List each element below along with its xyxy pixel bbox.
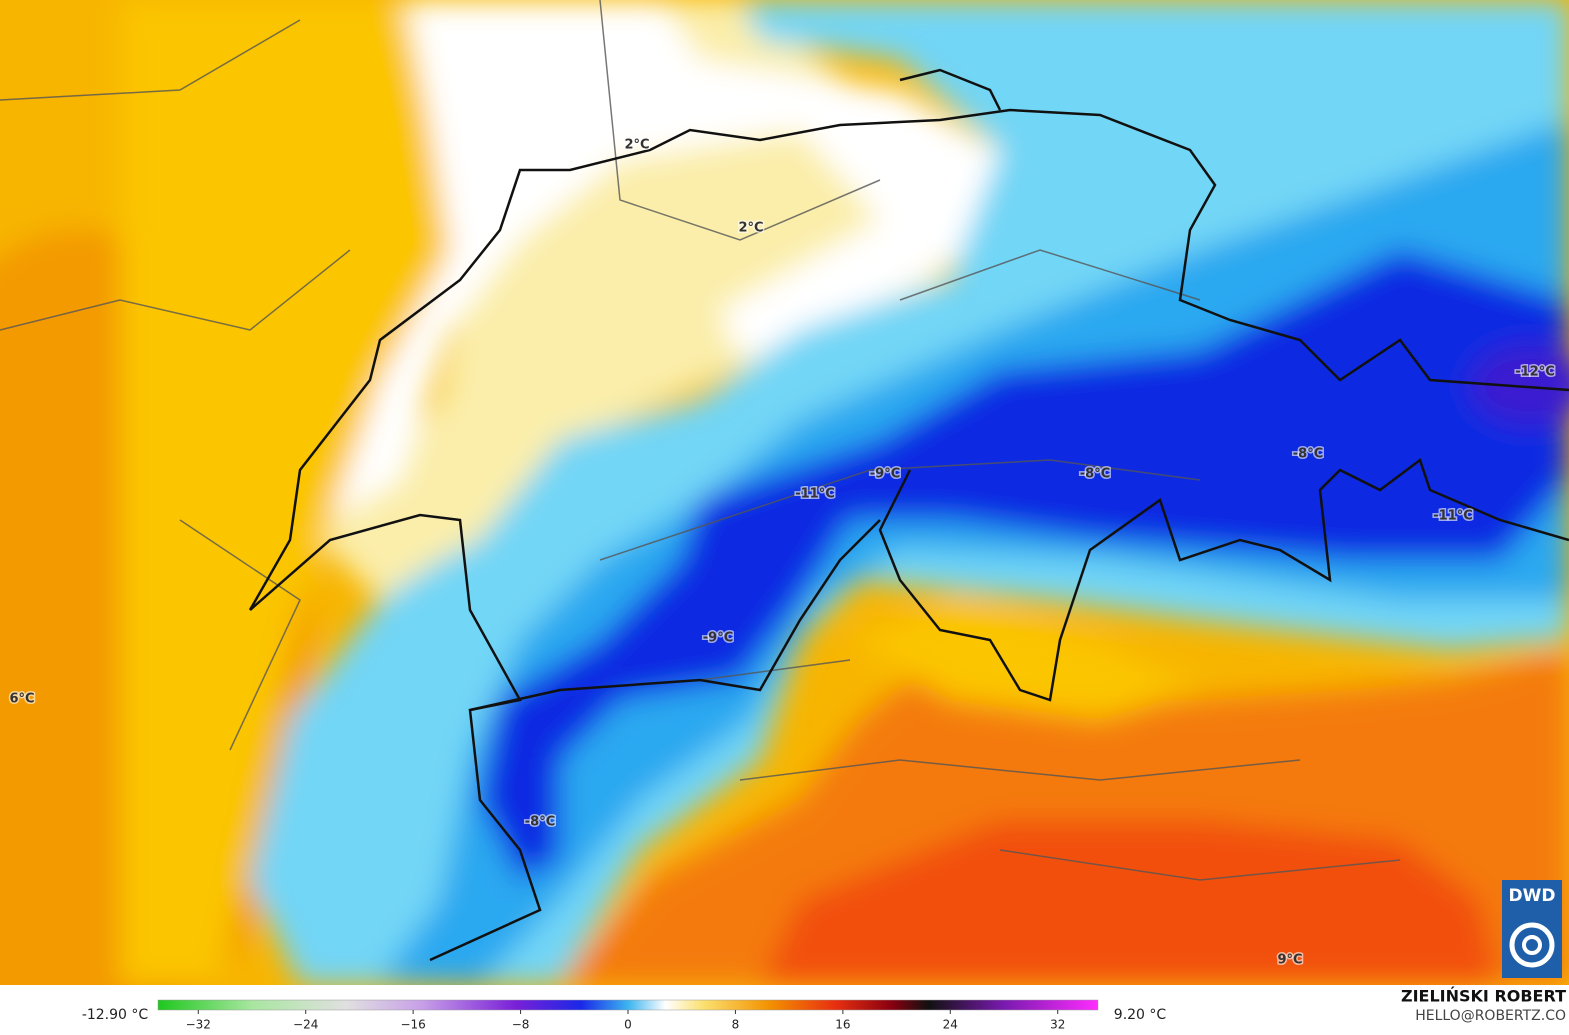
colorbar-tick-label: −24: [293, 1018, 318, 1032]
colorbar-tick-label: −8: [512, 1018, 530, 1032]
temperature-label: -11°C: [1433, 509, 1473, 524]
colorbar-tick-label: −16: [400, 1018, 425, 1032]
dwd-logo: DWD: [1502, 880, 1562, 978]
colorbar-tick-label: 24: [943, 1018, 958, 1032]
temperature-label: -8°C: [525, 815, 555, 830]
colorbar-tick-label: 16: [835, 1018, 850, 1032]
map-labels: 2°C 2°C -12°C -9°C -11°C -8°C -8°C -11°C -9°C 6°C…: [8, 136, 1556, 969]
colorbar-scale: [157, 999, 1099, 1011]
temperature-label: -9°C: [870, 467, 900, 482]
temperature-label: 6°C: [9, 692, 34, 707]
credit-author: ZIELIŃSKI ROBERT: [1401, 987, 1566, 1006]
colorbar-tick-label: 32: [1050, 1018, 1065, 1032]
colorbar-max: 9.20 °C: [1114, 1007, 1167, 1023]
colorbar-tick-label: 8: [732, 1018, 740, 1032]
temperature-label: -8°C: [1080, 467, 1110, 482]
temperature-label: -11°C: [795, 487, 835, 502]
temperature-label: 2°C: [738, 221, 763, 236]
temperature-label: -9°C: [703, 631, 733, 646]
temperature-label: 9°C: [1277, 953, 1302, 968]
colorbar-tick-label: 0: [624, 1018, 632, 1032]
colorbar-min: -12.90 °C: [82, 1007, 149, 1023]
temperature-label: 2°C: [624, 138, 649, 153]
country-borders: [248, 68, 1569, 962]
credit-email: HELLO@ROBERTZ.CO: [1415, 1008, 1566, 1024]
colorbar-tick-label: −32: [186, 1018, 211, 1032]
temperature-label: -12°C: [1515, 365, 1555, 380]
colorbar: -12.90 °C 9.20 °C −32 −24 −16 −8 0 8 16 24 32: [82, 999, 1167, 1032]
logo-text: DWD: [1509, 886, 1556, 906]
temperature-label: -8°C: [1293, 447, 1323, 462]
